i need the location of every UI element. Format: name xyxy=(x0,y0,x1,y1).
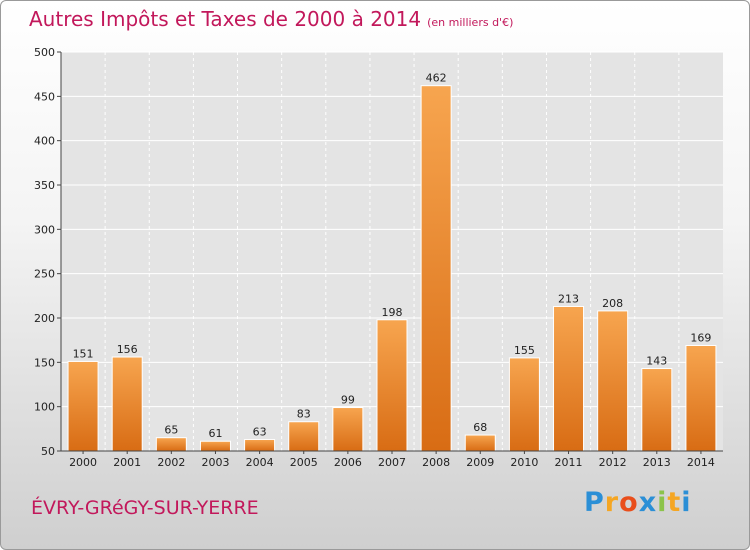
chart-unit: (en milliers d'€) xyxy=(427,16,514,29)
bar-2003 xyxy=(199,440,231,452)
bar-2001 xyxy=(111,356,143,452)
x-tick-label: 2004 xyxy=(246,456,274,469)
y-tick-label: 100 xyxy=(34,401,55,414)
y-tick-label: 400 xyxy=(34,135,55,148)
x-tick-label: 2009 xyxy=(466,456,494,469)
x-tick-label: 2011 xyxy=(555,456,583,469)
data-label-2013: 143 xyxy=(646,355,667,368)
y-tick-label: 50 xyxy=(41,445,55,458)
logo-letter: x xyxy=(638,487,658,518)
bar-2010 xyxy=(508,357,540,452)
data-label-2000: 151 xyxy=(73,347,94,360)
data-label-2011: 213 xyxy=(558,292,579,305)
bar-2008 xyxy=(420,85,452,452)
y-tick-label: 350 xyxy=(34,179,55,192)
chart-title-text: Autres Impôts et Taxes de 2000 à 2014 xyxy=(29,7,422,31)
logo-letter: o xyxy=(619,487,639,518)
data-label-2002: 65 xyxy=(164,424,178,437)
x-tick-label: 2007 xyxy=(378,456,406,469)
data-label-2008: 462 xyxy=(426,72,447,85)
y-tick-label: 200 xyxy=(34,312,55,325)
bar-2000 xyxy=(67,360,99,452)
x-tick-label: 2006 xyxy=(334,456,362,469)
bar-2005 xyxy=(288,421,320,452)
data-label-2009: 68 xyxy=(473,421,487,434)
x-tick-label: 2000 xyxy=(69,456,97,469)
data-label-2001: 156 xyxy=(117,343,138,356)
data-label-2004: 63 xyxy=(253,425,267,438)
x-tick-label: 2010 xyxy=(510,456,538,469)
x-tick-label: 2012 xyxy=(599,456,627,469)
logo-letter: P xyxy=(584,487,605,518)
proxiti-logo: Proxiti xyxy=(584,487,692,518)
logo-letter: i xyxy=(657,487,668,518)
data-label-2007: 198 xyxy=(382,306,403,319)
logo-letter: r xyxy=(604,487,620,518)
commune-name: ÉVRY-GRéGY-SUR-YERRE xyxy=(31,497,259,519)
data-label-2012: 208 xyxy=(602,297,623,310)
chart-title: Autres Impôts et Taxes de 2000 à 2014 (en… xyxy=(29,7,513,31)
x-tick-label: 2005 xyxy=(290,456,318,469)
logo-letter: t xyxy=(667,487,682,518)
bar-2007 xyxy=(376,319,408,452)
data-label-2014: 169 xyxy=(690,331,711,344)
bar-2014 xyxy=(685,344,717,452)
logo-letter: i xyxy=(681,487,692,518)
data-label-2010: 155 xyxy=(514,344,535,357)
bars: 151 156 65 61 63 83 99 198 462 68 155 213 208 143 169 xyxy=(67,72,717,452)
x-tick-label: 2001 xyxy=(113,456,141,469)
y-tick-label: 250 xyxy=(34,268,55,281)
y-tick-label: 450 xyxy=(34,90,55,103)
bar-2013 xyxy=(641,368,673,452)
axes: 50 100 150 200 250 300 350 400 450 500 2000 2001 200… xyxy=(34,46,723,469)
bar-2009 xyxy=(464,434,496,452)
bar-2011 xyxy=(553,305,585,452)
y-tick-label: 150 xyxy=(34,356,55,369)
data-label-2006: 99 xyxy=(341,394,355,407)
data-label-2003: 61 xyxy=(208,427,222,440)
bar-2006 xyxy=(332,407,364,452)
bar-2004 xyxy=(244,438,276,452)
x-tick-label: 2014 xyxy=(687,456,715,469)
x-tick-label: 2002 xyxy=(157,456,185,469)
x-tick-label: 2013 xyxy=(643,456,671,469)
x-tick-label: 2008 xyxy=(422,456,450,469)
y-tick-label: 500 xyxy=(34,46,55,59)
x-tick-label: 2003 xyxy=(201,456,229,469)
y-tick-label: 300 xyxy=(34,223,55,236)
data-label-2005: 83 xyxy=(297,408,311,421)
bar-2012 xyxy=(597,310,629,452)
bar-2002 xyxy=(155,437,187,452)
